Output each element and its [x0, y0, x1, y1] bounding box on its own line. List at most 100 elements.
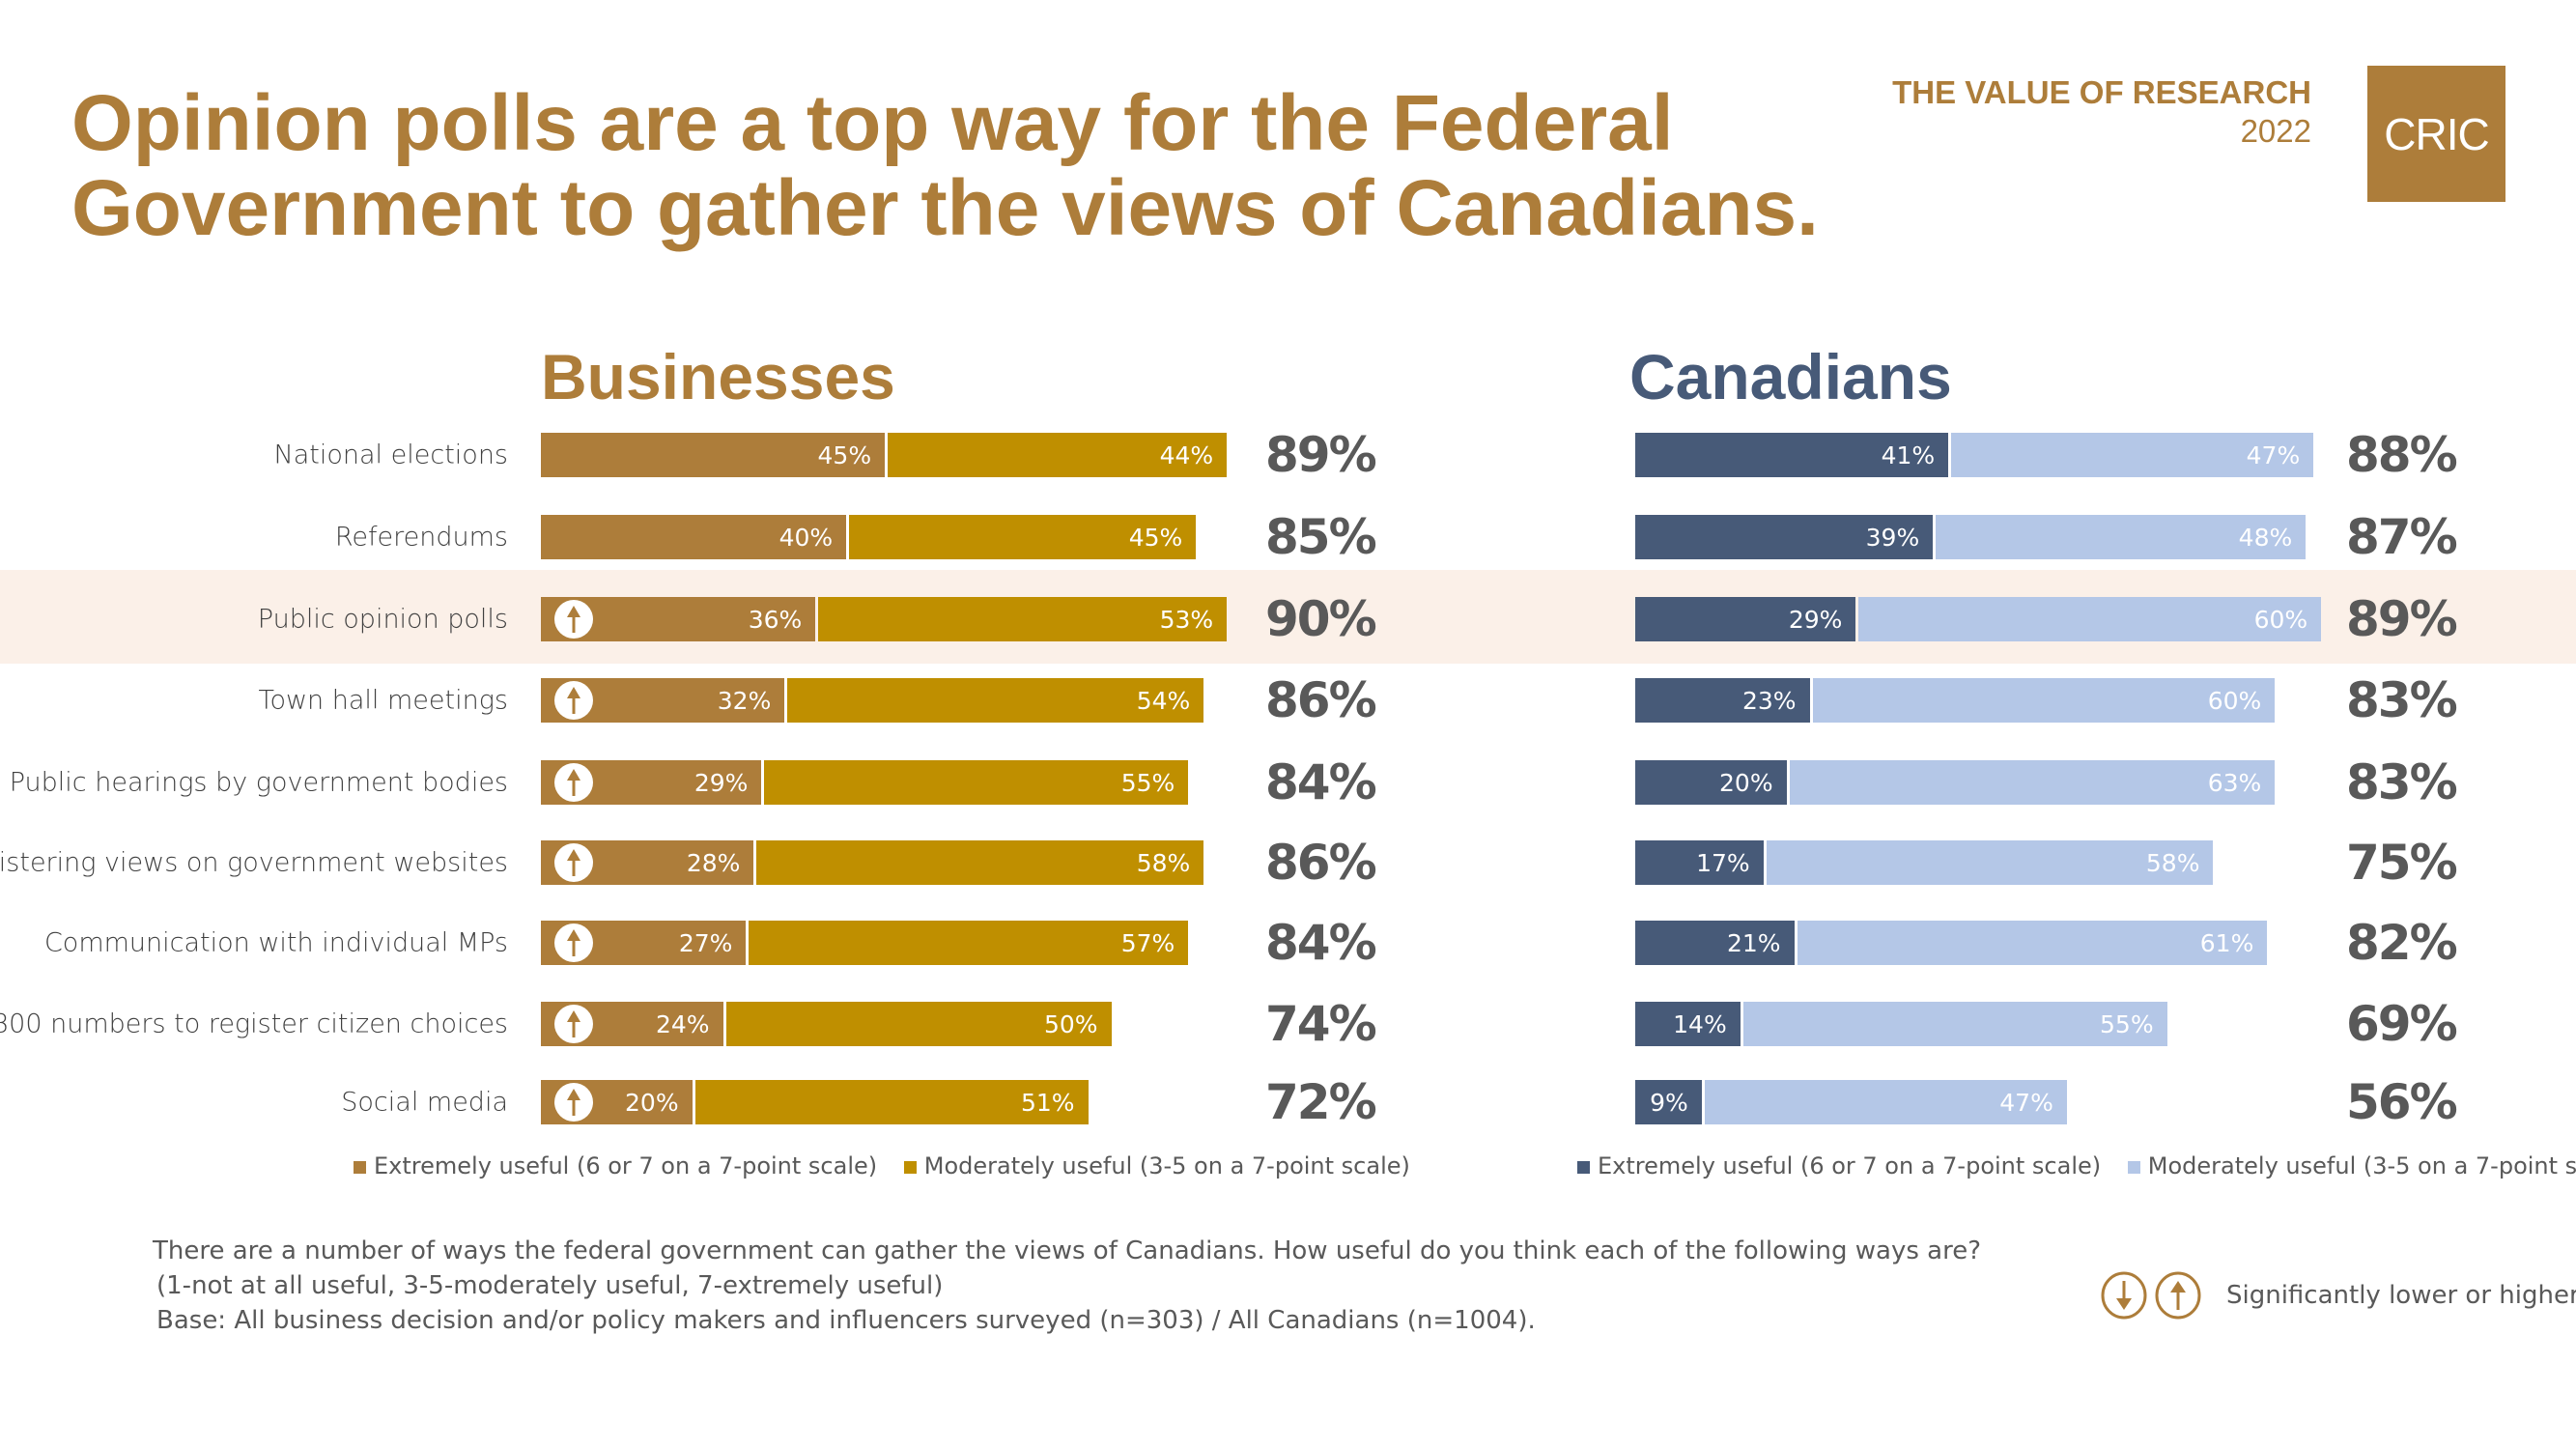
- data-label: 17%: [1696, 848, 1750, 877]
- bar-extreme: 20%: [1635, 760, 1787, 805]
- data-label: 51%: [1020, 1088, 1075, 1117]
- legend-item-extreme: Extremely useful (6 or 7 on a 7-point sc…: [1577, 1152, 2101, 1179]
- total-label: 89%: [1265, 427, 1377, 483]
- total-label: 86%: [1265, 835, 1377, 891]
- bar-moderate: 55%: [764, 760, 1189, 805]
- arrow-down-circle-icon: [2101, 1271, 2147, 1320]
- data-label: 20%: [1719, 768, 1773, 797]
- canadians-legend: Extremely useful (6 or 7 on a 7-point sc…: [1577, 1152, 2576, 1179]
- legend-item-moderate: Moderately useful (3-5 on a 7-point scal…: [2127, 1152, 2576, 1179]
- total-label: 87%: [2346, 509, 2458, 565]
- data-label: 50%: [1043, 1009, 1098, 1038]
- arrow-up-circle-icon: [554, 681, 593, 720]
- data-label: 45%: [1128, 523, 1183, 552]
- bar-moderate: 58%: [756, 840, 1204, 885]
- data-label: 28%: [686, 848, 741, 877]
- category-label: Public hearings by government bodies: [9, 767, 508, 798]
- footnote-scale: (1-not at all useful, 3-5-moderately use…: [156, 1271, 944, 1300]
- legend-item-extreme: Extremely useful (6 or 7 on a 7-point sc…: [354, 1152, 877, 1179]
- bar-moderate: 61%: [1797, 921, 2268, 965]
- canadians-heading: Canadians: [1629, 341, 1952, 412]
- data-label: 39%: [1865, 523, 1920, 552]
- data-label: 40%: [778, 523, 834, 552]
- bar-extreme: 17%: [1635, 840, 1764, 885]
- total-label: 72%: [1265, 1074, 1377, 1130]
- data-label: 54%: [1136, 686, 1191, 715]
- bar-moderate: 44%: [888, 433, 1228, 477]
- data-label: 27%: [678, 928, 733, 957]
- total-label: 56%: [2346, 1074, 2458, 1130]
- data-label: 32%: [717, 686, 772, 715]
- data-label: 45%: [817, 440, 872, 469]
- data-label: 20%: [625, 1088, 679, 1117]
- total-label: 88%: [2346, 427, 2458, 483]
- bar-moderate: 53%: [818, 597, 1228, 641]
- data-label: 47%: [1999, 1088, 2053, 1117]
- total-label: 75%: [2346, 835, 2458, 891]
- cric-logo: CRIC: [2367, 66, 2505, 202]
- legend-item-moderate: Moderately useful (3-5 on a 7-point scal…: [903, 1152, 1410, 1179]
- arrow-up-circle-icon: [554, 1083, 593, 1122]
- data-label: 14%: [1673, 1009, 1727, 1038]
- total-label: 82%: [2346, 915, 2458, 971]
- category-label: National elections: [273, 440, 508, 470]
- bar-moderate: 50%: [725, 1002, 1112, 1046]
- category-label: Referendums: [334, 522, 508, 553]
- arrow-up-circle-icon: [2155, 1271, 2201, 1320]
- data-label: 61%: [2199, 928, 2254, 957]
- arrow-up-circle-icon: [554, 923, 593, 962]
- data-label: 48%: [2238, 523, 2293, 552]
- data-label: 63%: [2207, 768, 2262, 797]
- total-label: 83%: [2346, 754, 2458, 810]
- arrow-up-circle-icon: [554, 843, 593, 882]
- arrow-up-circle-icon: [554, 600, 593, 639]
- bar-extreme: 45%: [541, 433, 886, 477]
- brand-title: THE VALUE OF RESEARCH: [1892, 74, 2311, 110]
- bar-moderate: 54%: [787, 678, 1204, 723]
- category-label: Registering views on government websites: [0, 847, 508, 878]
- total-label: 69%: [2346, 996, 2458, 1052]
- footnote-base: Base: All business decision and/or polic…: [156, 1306, 1536, 1335]
- arrow-up-circle-icon: [554, 763, 593, 802]
- brand-year: 2022: [2240, 113, 2311, 149]
- category-label: Communication with individual MPs: [43, 927, 508, 958]
- legend-swatch: [903, 1160, 917, 1174]
- bar-moderate: 60%: [1812, 678, 2276, 723]
- businesses-legend: Extremely useful (6 or 7 on a 7-point sc…: [354, 1152, 1430, 1179]
- total-label: 89%: [2346, 591, 2458, 647]
- bar-extreme: 21%: [1635, 921, 1795, 965]
- data-label: 58%: [2145, 848, 2200, 877]
- bar-moderate: 57%: [749, 921, 1189, 965]
- bar-moderate: 55%: [1742, 1002, 2167, 1046]
- bar-extreme: 41%: [1635, 433, 1949, 477]
- bar-extreme: 29%: [1635, 597, 1856, 641]
- data-label: 29%: [1788, 605, 1843, 634]
- data-label: 55%: [2100, 1009, 2154, 1038]
- data-label: 21%: [1727, 928, 1781, 957]
- data-label: 29%: [694, 768, 749, 797]
- legend-swatch: [354, 1160, 366, 1174]
- category-label: Town hall meetings: [258, 685, 508, 716]
- total-label: 90%: [1265, 591, 1377, 647]
- legend-swatch: [1577, 1160, 1590, 1174]
- data-label: 24%: [655, 1009, 710, 1038]
- significance-label: Significantly lower or higher: [2226, 1281, 2576, 1310]
- data-label: 47%: [2246, 440, 2301, 469]
- significance-icons: [2100, 1271, 2202, 1320]
- bar-extreme: 23%: [1635, 678, 1810, 723]
- total-label: 74%: [1265, 996, 1377, 1052]
- data-label: 9%: [1650, 1088, 1688, 1117]
- bar-extreme: 40%: [541, 515, 847, 559]
- category-label: Public opinion polls: [257, 604, 508, 635]
- data-label: 44%: [1159, 440, 1214, 469]
- total-label: 85%: [1265, 509, 1377, 565]
- total-label: 84%: [1265, 754, 1377, 810]
- category-label: 1-800 numbers to register citizen choice…: [0, 1009, 508, 1039]
- category-label: Social media: [341, 1087, 508, 1118]
- data-label: 23%: [1741, 686, 1797, 715]
- bar-moderate: 58%: [1766, 840, 2214, 885]
- bar-moderate: 51%: [694, 1080, 1089, 1124]
- data-label: 53%: [1159, 605, 1214, 634]
- data-label: 60%: [2253, 605, 2308, 634]
- page-title: Opinion polls are a top way for the Fede…: [71, 79, 1819, 252]
